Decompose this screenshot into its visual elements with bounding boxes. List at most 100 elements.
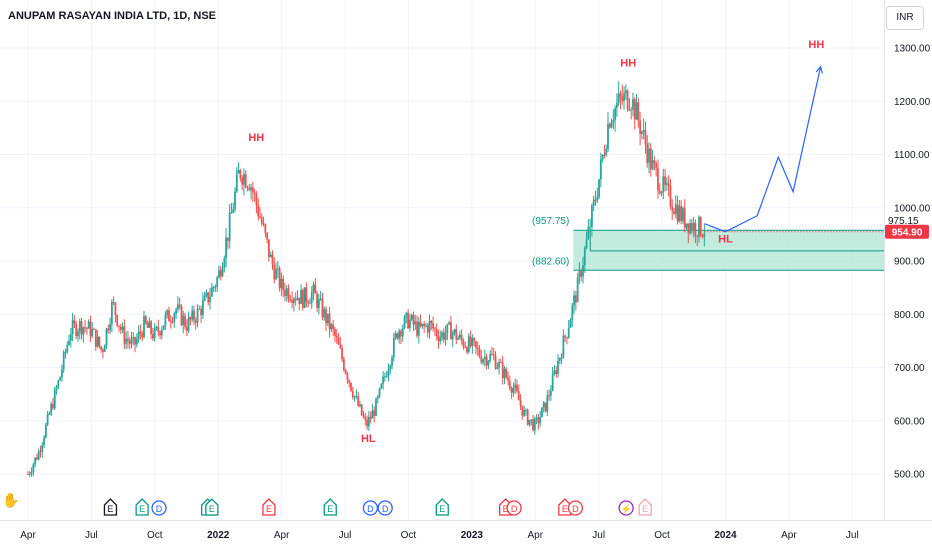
candle-body	[614, 107, 617, 120]
candle-body	[214, 286, 217, 288]
candle-body	[150, 321, 153, 334]
candle-body	[498, 362, 501, 368]
candle-body	[326, 313, 329, 324]
candle-body	[212, 287, 215, 289]
candle-body	[657, 168, 659, 191]
candle-body	[491, 354, 493, 356]
candle-body	[660, 192, 663, 194]
candle-body	[703, 234, 706, 237]
candle-body	[271, 254, 274, 265]
candle-body	[219, 270, 222, 277]
candle-body	[178, 304, 181, 307]
candle-body	[678, 206, 681, 222]
candle-body	[512, 388, 515, 393]
candle-body	[48, 413, 51, 415]
candle-body	[314, 284, 317, 294]
candle-body	[168, 310, 170, 322]
candle-body	[185, 326, 188, 331]
candle-body	[264, 224, 267, 233]
candle-body	[296, 297, 299, 300]
candle-body	[385, 376, 388, 378]
candle-body	[664, 176, 666, 185]
candle-body	[601, 154, 604, 160]
candle-body	[71, 320, 74, 335]
candle-body	[687, 223, 690, 234]
candle-body	[598, 179, 600, 198]
swing-label: HH	[808, 39, 824, 51]
candle-body	[132, 337, 135, 339]
candle-body	[560, 357, 563, 359]
candle-body	[617, 93, 620, 104]
candle-body	[616, 103, 618, 108]
candle-body	[137, 331, 140, 339]
x-tick-label: Apr	[527, 530, 543, 541]
candle-body	[41, 444, 44, 452]
candle-body	[216, 277, 219, 287]
projection-line	[704, 66, 822, 233]
candle-body	[442, 332, 445, 340]
candle-body	[144, 316, 147, 324]
candle-body	[446, 323, 449, 334]
candle-body	[517, 391, 520, 401]
candle-body	[32, 464, 35, 472]
candle-body	[476, 347, 479, 349]
candle-body	[516, 384, 518, 392]
candle-body	[623, 93, 625, 101]
event-marker-label: D	[382, 504, 389, 514]
candle-body	[342, 359, 345, 370]
candle-body	[646, 144, 649, 163]
candle-body	[109, 324, 111, 331]
candle-body	[496, 367, 499, 369]
candle-body	[605, 148, 608, 155]
candle-body	[485, 356, 488, 366]
currency-button[interactable]: INR	[886, 6, 924, 30]
candle-body	[541, 407, 543, 418]
candle-body	[232, 209, 235, 213]
candle-body	[348, 380, 351, 383]
candle-body	[578, 270, 581, 278]
time-axis[interactable]: Apr Jul Oct 2022 Apr Jul Oct 2023 Apr Jul Oct 2024 A…	[20, 530, 858, 541]
candle-body	[319, 298, 322, 300]
candle-body	[587, 226, 590, 239]
candle-body	[533, 418, 536, 431]
candle-body	[632, 99, 634, 110]
candle-body	[102, 350, 104, 352]
x-tick-label: Jul	[339, 530, 352, 541]
candle-body	[103, 345, 106, 352]
candle-body	[389, 365, 392, 370]
candle-body	[205, 292, 208, 296]
chart-grid	[0, 0, 884, 520]
candle-body	[235, 173, 238, 192]
candle-body	[423, 323, 426, 327]
candle-body	[330, 324, 333, 330]
candle-body	[275, 269, 277, 280]
candle-body	[246, 187, 249, 189]
candle-body	[567, 327, 570, 338]
candle-body	[75, 323, 78, 337]
candle-body	[234, 191, 236, 210]
candle-body	[107, 328, 110, 331]
candle-body	[558, 357, 561, 361]
candle-body	[562, 335, 565, 358]
price-axis[interactable]: 1300.00 1200.00 1100.00 1000.00 900.00 800.00…	[885, 44, 931, 481]
candle-body	[182, 315, 185, 326]
candle-body	[200, 308, 203, 316]
candle-body	[62, 352, 65, 370]
candle-body	[649, 148, 652, 170]
x-tick-label: Apr	[20, 530, 36, 541]
candle-body	[410, 314, 413, 320]
candle-body	[671, 206, 674, 212]
candle-body	[230, 212, 233, 214]
candle-body	[494, 355, 497, 369]
candle-body	[501, 362, 504, 379]
candle-body	[642, 130, 645, 132]
event-markers[interactable]: EEDEEEEDDEEDED⚡E	[103, 498, 652, 516]
drawing-tool-icon[interactable]: ✋	[2, 492, 20, 508]
candle-body	[323, 309, 326, 318]
time-axis-divider	[0, 520, 932, 521]
candle-body	[201, 300, 204, 316]
candle-body	[610, 122, 613, 128]
candle-body	[28, 473, 31, 475]
candle-body	[177, 304, 179, 310]
